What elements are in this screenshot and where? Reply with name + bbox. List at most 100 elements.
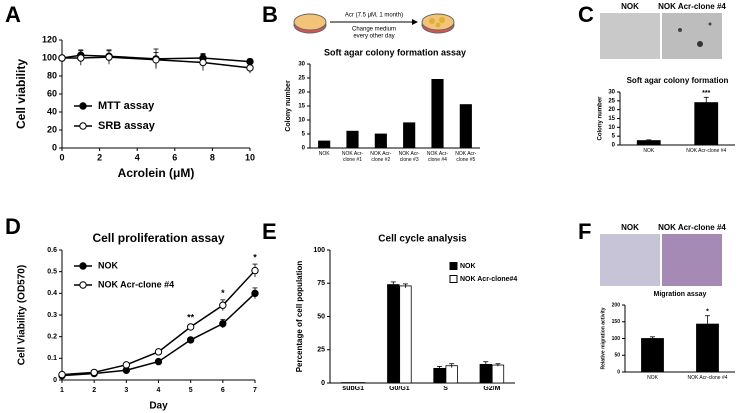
image-label: NOK Acr-clone #4 [658,2,726,11]
x-tick-label: subG1 [342,386,365,392]
bar [387,284,400,384]
legend-label: SRB assay [98,120,156,132]
legend-marker [79,122,87,130]
marker [154,348,163,356]
y-tick-label: 0 [617,369,620,375]
panel-letter: E [262,219,277,244]
image-label: NOK [621,2,639,11]
y-tick-label: 25 [298,76,305,82]
marker [246,57,254,66]
y-tick-label: 20 [47,124,57,134]
y-tick-label: 20 [608,107,615,113]
y-tick-label: 5 [302,132,306,138]
x-tick-label-box: NOK [643,148,655,154]
chart-title: Soft agar colony formation [627,76,729,85]
bar [399,285,412,384]
x-tick-label: NOK Acr-clone #3 [398,151,420,163]
bar [479,363,492,384]
x-tick-label: 1 [60,387,64,394]
marker [58,370,66,379]
x-tick-label: 6 [221,387,225,394]
marker [122,361,131,369]
y-tick-label: 30 [298,62,305,68]
y-tick-label: 25 [317,347,325,354]
image-label: NOK Acr-clone #4 [658,223,726,232]
x-tick-label-box: NOK Acr-clone #4 [426,151,449,163]
marker [90,368,98,377]
x-tick-label: S [443,386,448,392]
x-tick-label-box: NOK Acr-clone #5 [455,151,476,163]
panel-letter: C [578,2,594,27]
x-axis-label: Day [149,401,168,412]
y-tick-label: 0 [52,142,57,152]
legend-marker [79,102,87,110]
x-tick-label: NOK [643,148,655,154]
legend-label: NOK [460,263,476,270]
bar [491,364,505,384]
x-tick-label-box: NOK [647,375,658,381]
x-tick-label-box: subG1 [342,386,365,392]
y-axis-label: Percentage of cell population [295,261,304,373]
image-label: NOK [621,223,639,232]
x-tick-label: 4 [135,152,140,162]
y-tick-label: 100 [612,336,621,342]
x-tick-label: 4 [157,387,161,394]
y-tick-label: 0.4 [47,290,57,297]
y-tick-label: 0.2 [47,334,57,341]
y-tick-label: 30 [608,90,615,96]
bar [641,338,664,373]
panel-letter: B [262,2,278,27]
annotation: * [221,288,225,298]
x-tick-label: G0/G1 [389,386,410,392]
bar [346,130,359,149]
legend-marker [79,262,87,270]
x-tick-label-box: NOK Acr-clone #1 [342,151,363,163]
bar [445,365,458,384]
marker [219,301,227,309]
x-tick-label-box: NOK Acr-clone #4 [687,375,727,381]
x-tick-label: NOK Acr-clone #4 [426,151,449,163]
y-tick-label: 60 [47,88,57,98]
bar [318,140,331,149]
chart-title: Cell proliferation assay [92,231,224,245]
bar [374,133,387,149]
x-tick-label-box: NOK Acr-clone #3 [398,151,420,163]
x-tick-label: 2 [92,387,96,394]
x-tick-label-box: G2/M [483,386,500,392]
y-tick-label: 120 [42,34,57,44]
x-tick-label-box: NOK [319,151,330,157]
legend-label: NOK [98,260,119,270]
bar [433,367,446,384]
diagram-label: Change medium [352,27,396,33]
diagram-label: Acr (7.5 μM, 1 month) [345,13,403,19]
marker [105,53,113,61]
micrograph [600,13,660,59]
x-tick-label: 6 [172,152,177,162]
y-tick-label: 200 [612,302,621,308]
x-tick-label-box: S [443,386,448,392]
x-tick-label: 10 [245,152,255,162]
marker [186,323,195,331]
y-tick-label: 0.5 [47,269,57,276]
y-tick-label: 0 [321,380,325,387]
y-tick-label: 25 [608,98,615,104]
micrograph [600,234,660,286]
marker [246,64,254,72]
legend-swatch [449,262,458,270]
y-tick-label: 100 [42,52,57,62]
bar [403,122,416,149]
y-tick-label: 80 [47,70,57,80]
y-tick-label: 5 [612,134,616,140]
y-axis-label: Cell viability [14,59,28,129]
y-axis-label: Cell Viability (OD570) [17,265,28,365]
marker [219,319,227,328]
x-tick-label: NOK Acr-clone #2 [370,151,392,163]
marker [152,56,160,64]
legend-marker [79,281,87,289]
annotation: ** [187,313,195,323]
micrograph [662,13,722,59]
marker [77,54,85,62]
y-tick-label: 15 [298,104,305,110]
annotation: * [706,309,709,316]
marker [186,336,195,344]
